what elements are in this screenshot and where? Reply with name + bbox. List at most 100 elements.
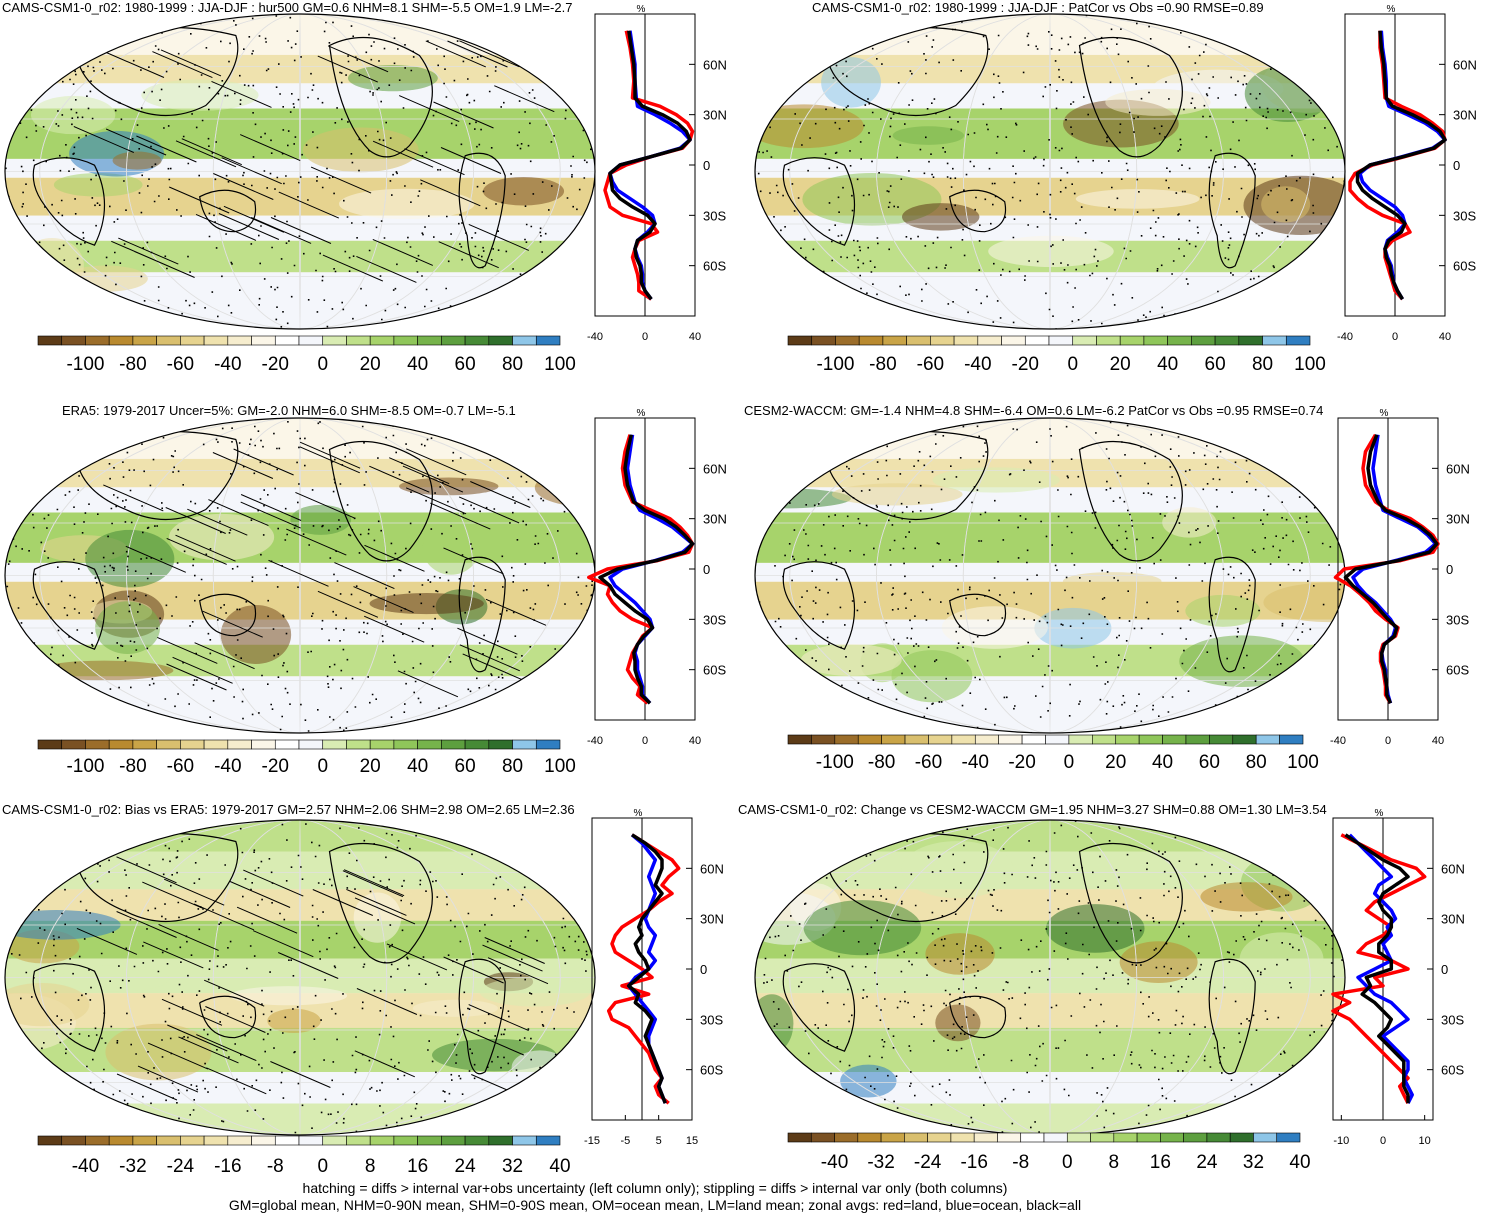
colorbar-tick-label: -100: [66, 756, 104, 777]
colorbar-swatch: [132, 335, 157, 346]
colorbar-tick-label: 60: [455, 354, 476, 375]
colorbar-tick-label: 8: [1109, 1152, 1120, 1173]
field-blob: [290, 504, 352, 535]
graticule-lon: [876, 820, 1224, 1135]
field-blob: [412, 999, 498, 1017]
zonal-line-all: [1343, 434, 1439, 704]
colorbar-4: -100 -80 -60 -40 -20 0 20 40 60 80 100: [787, 734, 1319, 773]
colorbar-swatch: [535, 1135, 561, 1146]
field-blob: [1261, 186, 1311, 223]
colorbar-swatch: [1119, 335, 1145, 346]
colorbar-tick-label: -60: [915, 752, 942, 773]
colorbar-swatch: [1238, 335, 1263, 346]
zonal-x-tick-label: 0: [642, 735, 648, 747]
colorbar-tick-label: -32: [867, 1152, 894, 1173]
coastline: [782, 561, 856, 650]
colorbar-tick-label: 20: [1105, 752, 1126, 773]
colorbar-swatch: [1090, 1132, 1115, 1143]
zonal-y-tick-label: 30N: [1453, 108, 1477, 123]
colorbar-swatch: [512, 335, 537, 346]
colorbar-swatch: [203, 739, 229, 750]
coastline: [199, 189, 257, 233]
colorbar-swatch: [180, 1135, 205, 1146]
colorbar-tick-label: 80: [1252, 354, 1273, 375]
colorbar-swatch: [1066, 1132, 1091, 1143]
map-panel-2: [754, 13, 1346, 330]
zonal-y-tick-label: 60S: [703, 259, 726, 274]
colorbar-swatch: [1143, 335, 1168, 346]
field-blob: [901, 203, 980, 231]
colorbar-swatch: [298, 335, 324, 346]
colorbar-tick-label: 32: [1243, 1152, 1264, 1173]
colorbar-swatch: [997, 1132, 1022, 1143]
colorbar-swatch: [1276, 1132, 1301, 1143]
colorbar-swatch: [180, 739, 205, 750]
zonal-y-tick-label: 60N: [1453, 57, 1477, 72]
colorbar-tick-label: -20: [1008, 752, 1035, 773]
coastline: [458, 152, 506, 269]
zonal-unit-label: %: [634, 808, 643, 819]
colorbar-5: -40 -32 -24 -16 -8 0 8 16 24 32 40: [37, 1135, 571, 1177]
coastline: [328, 36, 433, 158]
field-band: [5, 676, 595, 733]
colorbar-swatch: [464, 739, 490, 750]
field-blob: [1239, 932, 1324, 987]
colorbar-swatch: [1136, 1132, 1161, 1143]
graticule-lon: [962, 14, 1138, 329]
colorbar-swatch: [274, 739, 300, 750]
zonal-x-tick-label: -40: [587, 331, 603, 343]
coastline: [949, 995, 1007, 1039]
colorbar-swatch: [274, 1135, 300, 1146]
coastline: [32, 963, 106, 1052]
colorbar-swatch: [998, 734, 1023, 745]
colorbar-swatch: [1043, 1132, 1068, 1143]
coastline: [782, 157, 856, 246]
colorbar-6: -40 -32 -24 -16 -8 0 8 16 24 32 40: [787, 1132, 1311, 1173]
zonal-y-tick-label: 60S: [703, 663, 726, 678]
zonal-x-tick-label: 5: [656, 1135, 662, 1147]
field-blob: [5, 982, 90, 1027]
colorbar-swatch: [132, 1135, 157, 1146]
zonal-line-ocean: [1348, 833, 1414, 1104]
zonal-x-tick-label: 40: [689, 735, 701, 747]
colorbar-tick-label: 24: [455, 1156, 477, 1177]
colorbar-tick-label: 40: [1157, 354, 1178, 375]
zonal-line-all: [626, 833, 667, 1104]
zonal-x-tick-label: -40: [1330, 735, 1346, 747]
colorbar-tick-label: 40: [1289, 1152, 1310, 1173]
colorbar-swatch: [1255, 734, 1280, 745]
graticule-lon: [1049, 14, 1051, 329]
map-panel-5: [4, 819, 596, 1136]
colorbar-swatch: [977, 335, 1002, 346]
coastline: [32, 561, 106, 650]
colorbar-swatch: [393, 1135, 418, 1146]
colorbar-swatch: [787, 335, 813, 346]
coastline: [32, 157, 106, 246]
map-field: [5, 14, 595, 329]
field-band: [755, 272, 1345, 329]
colorbar-swatch: [1138, 734, 1163, 745]
colorbar-swatch: [787, 734, 812, 745]
graticule-lon: [126, 820, 474, 1135]
panel-title-2: CAMS-CSM1-0_r02: 1980-1999 : JJA-DJF : P…: [812, 0, 1264, 15]
colorbar-tick-label: 40: [1152, 752, 1173, 773]
colorbar-tick-label: 0: [317, 354, 328, 375]
colorbar-swatch: [369, 1135, 395, 1146]
map-field: [755, 418, 1345, 733]
map-border: [754, 417, 1346, 734]
field-blob: [891, 650, 973, 703]
graticule-lon: [212, 418, 388, 733]
field-blob: [800, 644, 902, 676]
field-blob: [901, 841, 1014, 899]
graticule-lon: [299, 14, 301, 329]
zonal-line-ocean: [608, 434, 695, 705]
colorbar-tick-label: 0: [317, 1156, 328, 1177]
colorbar-swatch: [858, 335, 884, 346]
field-blob: [840, 1064, 897, 1098]
field-band: [5, 487, 595, 513]
colorbar-swatch: [512, 739, 537, 750]
colorbar-swatch: [322, 1135, 347, 1146]
colorbar-swatch: [464, 1135, 490, 1146]
zonal-y-tick-label: 0: [1441, 962, 1448, 977]
graticule-lon: [299, 820, 301, 1135]
